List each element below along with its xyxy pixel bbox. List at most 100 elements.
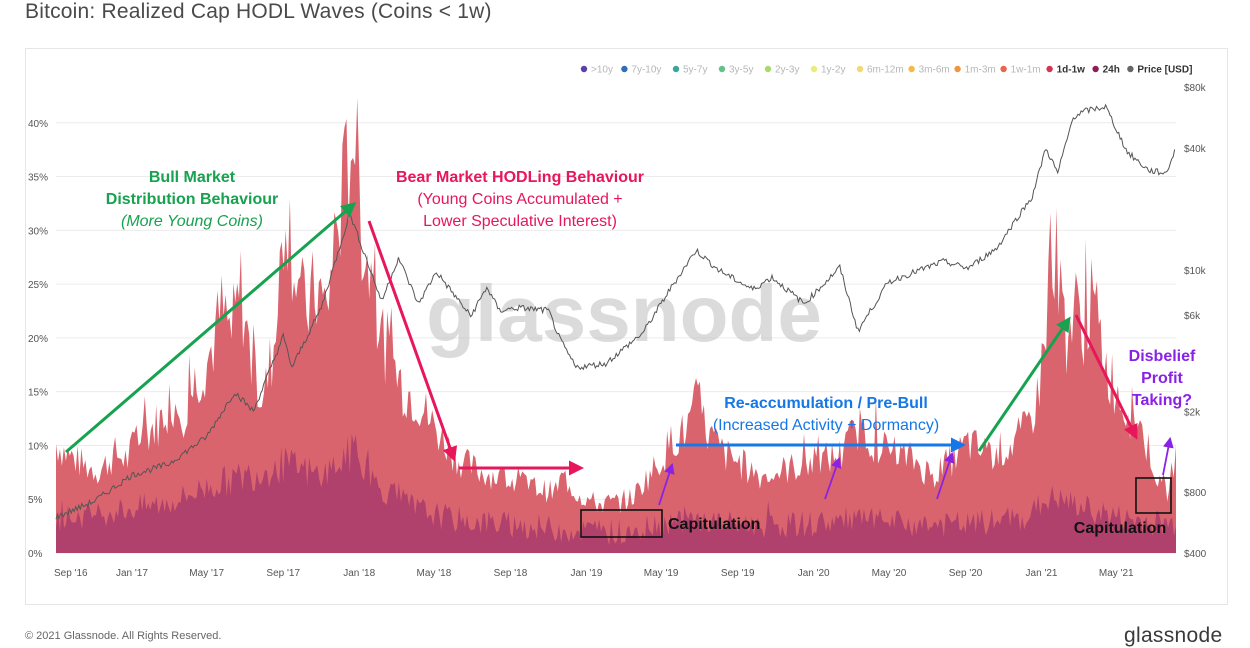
green-arrow-bull-2017: [65, 202, 357, 454]
series-24h-area: [56, 433, 1176, 553]
legend-swatch: [1000, 65, 1007, 73]
x-tick-label: Sep '20: [949, 568, 983, 579]
hodl-waves-chart: glassnode 0% 5% 10% 15% 20% 25% 30% 35% 40% $400…: [28, 65, 1207, 580]
purple-arrow-1: [658, 462, 675, 506]
purple-arrow-3: [936, 451, 955, 500]
red-arrow-bear-2021: [1074, 314, 1138, 440]
legend-swatch: [672, 65, 680, 73]
y-left-tick-label: 5%: [28, 495, 43, 506]
y-left-tick-label: 40%: [28, 119, 48, 130]
capitulation-box-2021: [1135, 477, 1172, 514]
y-left-tick-label: 0%: [28, 549, 43, 560]
y-left-tick-label: 25%: [28, 280, 48, 291]
capitulation-box-2019: [580, 509, 663, 538]
legend[interactable]: >10y 7y-10y 5y-7y 3y-5y 2y-3y 1y-2y 6m-12m 3m-6…: [580, 65, 1193, 76]
annotation-arrows: [65, 202, 1174, 506]
legend-label: 3y-5y: [729, 65, 753, 76]
disbelief-3: Taking?: [1132, 392, 1192, 409]
legend-swatch: [810, 65, 818, 73]
legend-item-6m-12m[interactable]: 6m-12m: [856, 65, 904, 76]
purple-arrow-2: [824, 456, 842, 500]
x-axis-ticks: Sep '16 Jan '17 May '17 Sep '17 Jan '18 May '…: [54, 568, 1134, 579]
legend-swatch: [856, 65, 864, 73]
legend-swatch: [580, 65, 588, 73]
legend-item-1y-2y[interactable]: 1y-2y: [810, 65, 846, 76]
footer-copyright: © 2021 Glassnode. All Rights Reserved.: [25, 630, 222, 642]
annotations: Bull Market Distribution Behaviour (More…: [106, 169, 1196, 537]
x-tick-label: May '19: [644, 568, 679, 579]
legend-label: 1d-1w: [1057, 65, 1086, 76]
x-tick-label: Jan '19: [570, 568, 602, 579]
y-left-tick-label: 35%: [28, 173, 48, 184]
green-arrow-bull-2021: [977, 316, 1071, 452]
red-arrow-bear-2018: [367, 220, 458, 462]
legend-label: 3m-6m: [919, 65, 950, 76]
legend-label: 1m-3m: [965, 65, 996, 76]
y-right-tick-label: $40k: [1184, 144, 1207, 155]
y-left-tick-label: 20%: [28, 334, 48, 345]
x-tick-label: Jan '18: [343, 568, 375, 579]
legend-item-5y-7y[interactable]: 5y-7y: [672, 65, 708, 76]
y-right-tick-label: $10k: [1184, 266, 1207, 277]
legend-label: 2y-3y: [775, 65, 799, 76]
legend-item-price-usd-[interactable]: Price [USD]: [1127, 65, 1192, 76]
legend-label: 6m-12m: [867, 65, 904, 76]
legend-swatch: [1127, 65, 1134, 73]
y-left-tick-label: 10%: [28, 441, 48, 452]
legend-item-7y-10y[interactable]: 7y-10y: [621, 65, 661, 76]
legend-item-1w-1m[interactable]: 1w-1m: [1000, 65, 1041, 76]
x-tick-label: Sep '16: [54, 568, 88, 579]
legend-item-3m-6m[interactable]: 3m-6m: [908, 65, 950, 76]
watermark: glassnode: [426, 269, 822, 358]
reaccumulation-title: Re-accumulation / Pre-Bull: [724, 395, 928, 412]
disbelief-1: Disbelief: [1129, 348, 1196, 365]
legend-label: 5y-7y: [683, 65, 707, 76]
price-line: [55, 103, 1176, 520]
bear-note-1: (Young Coins Accumulated +: [417, 191, 622, 208]
y-right-tick-label: $2k: [1184, 407, 1201, 418]
x-tick-label: Sep '18: [494, 568, 528, 579]
y-right-tick-label: $80k: [1184, 83, 1207, 94]
legend-swatch: [908, 65, 915, 73]
legend-item--10y[interactable]: >10y: [580, 65, 613, 76]
y-axis-right-ticks: $400 $800 $2k $6k $10k $40k $80k: [1184, 83, 1207, 560]
reaccumulation-note: (Increased Activity + Dormancy): [713, 417, 939, 434]
y-left-tick-label: 15%: [28, 388, 48, 399]
legend-swatch: [1092, 65, 1099, 73]
bear-title: Bear Market HODLing Behaviour: [396, 169, 644, 186]
series-1d-1w-area: [56, 97, 1176, 554]
legend-label: Price [USD]: [1137, 65, 1192, 76]
x-tick-label: Sep '19: [721, 568, 755, 579]
legend-swatch: [1046, 65, 1053, 73]
x-tick-label: May '17: [189, 568, 224, 579]
legend-item-1m-3m[interactable]: 1m-3m: [954, 65, 996, 76]
legend-item-1d-1w[interactable]: 1d-1w: [1046, 65, 1085, 76]
x-tick-label: Jan '21: [1026, 568, 1058, 579]
legend-item-3y-5y[interactable]: 3y-5y: [718, 65, 754, 76]
x-tick-label: Sep '17: [266, 568, 300, 579]
y-axis-left-ticks: 0% 5% 10% 15% 20% 25% 30% 35% 40%: [28, 119, 48, 560]
x-tick-label: May '18: [417, 568, 452, 579]
legend-swatch: [718, 65, 726, 73]
disbelief-2: Profit: [1141, 370, 1183, 387]
capitulation-label-2021: Capitulation: [1074, 520, 1166, 537]
x-tick-label: Jan '20: [798, 568, 830, 579]
page-title: Bitcoin: Realized Cap HODL Waves (Coins …: [25, 0, 492, 23]
legend-label: 24h: [1103, 65, 1120, 76]
x-tick-label: Jan '17: [116, 568, 148, 579]
legend-swatch: [621, 65, 628, 73]
chart-frame: glassnode 0% 5% 10% 15% 20% 25% 30% 35% 40% $400…: [25, 48, 1228, 605]
bear-note-2: Lower Speculative Interest): [423, 213, 617, 230]
legend-label: 1w-1m: [1011, 65, 1041, 76]
footer-logo: glassnode: [1124, 624, 1223, 647]
legend-item-24h[interactable]: 24h: [1092, 65, 1120, 76]
y-left-tick-label: 30%: [28, 226, 48, 237]
capitulation-label-2019: Capitulation: [668, 516, 760, 533]
legend-label: 7y-10y: [631, 65, 661, 76]
y-right-tick-label: $800: [1184, 488, 1207, 499]
bull-note: (More Young Coins): [121, 213, 263, 230]
legend-swatch: [764, 65, 772, 73]
x-tick-label: May '21: [1099, 568, 1134, 579]
legend-item-2y-3y[interactable]: 2y-3y: [764, 65, 800, 76]
legend-swatch: [954, 65, 961, 73]
